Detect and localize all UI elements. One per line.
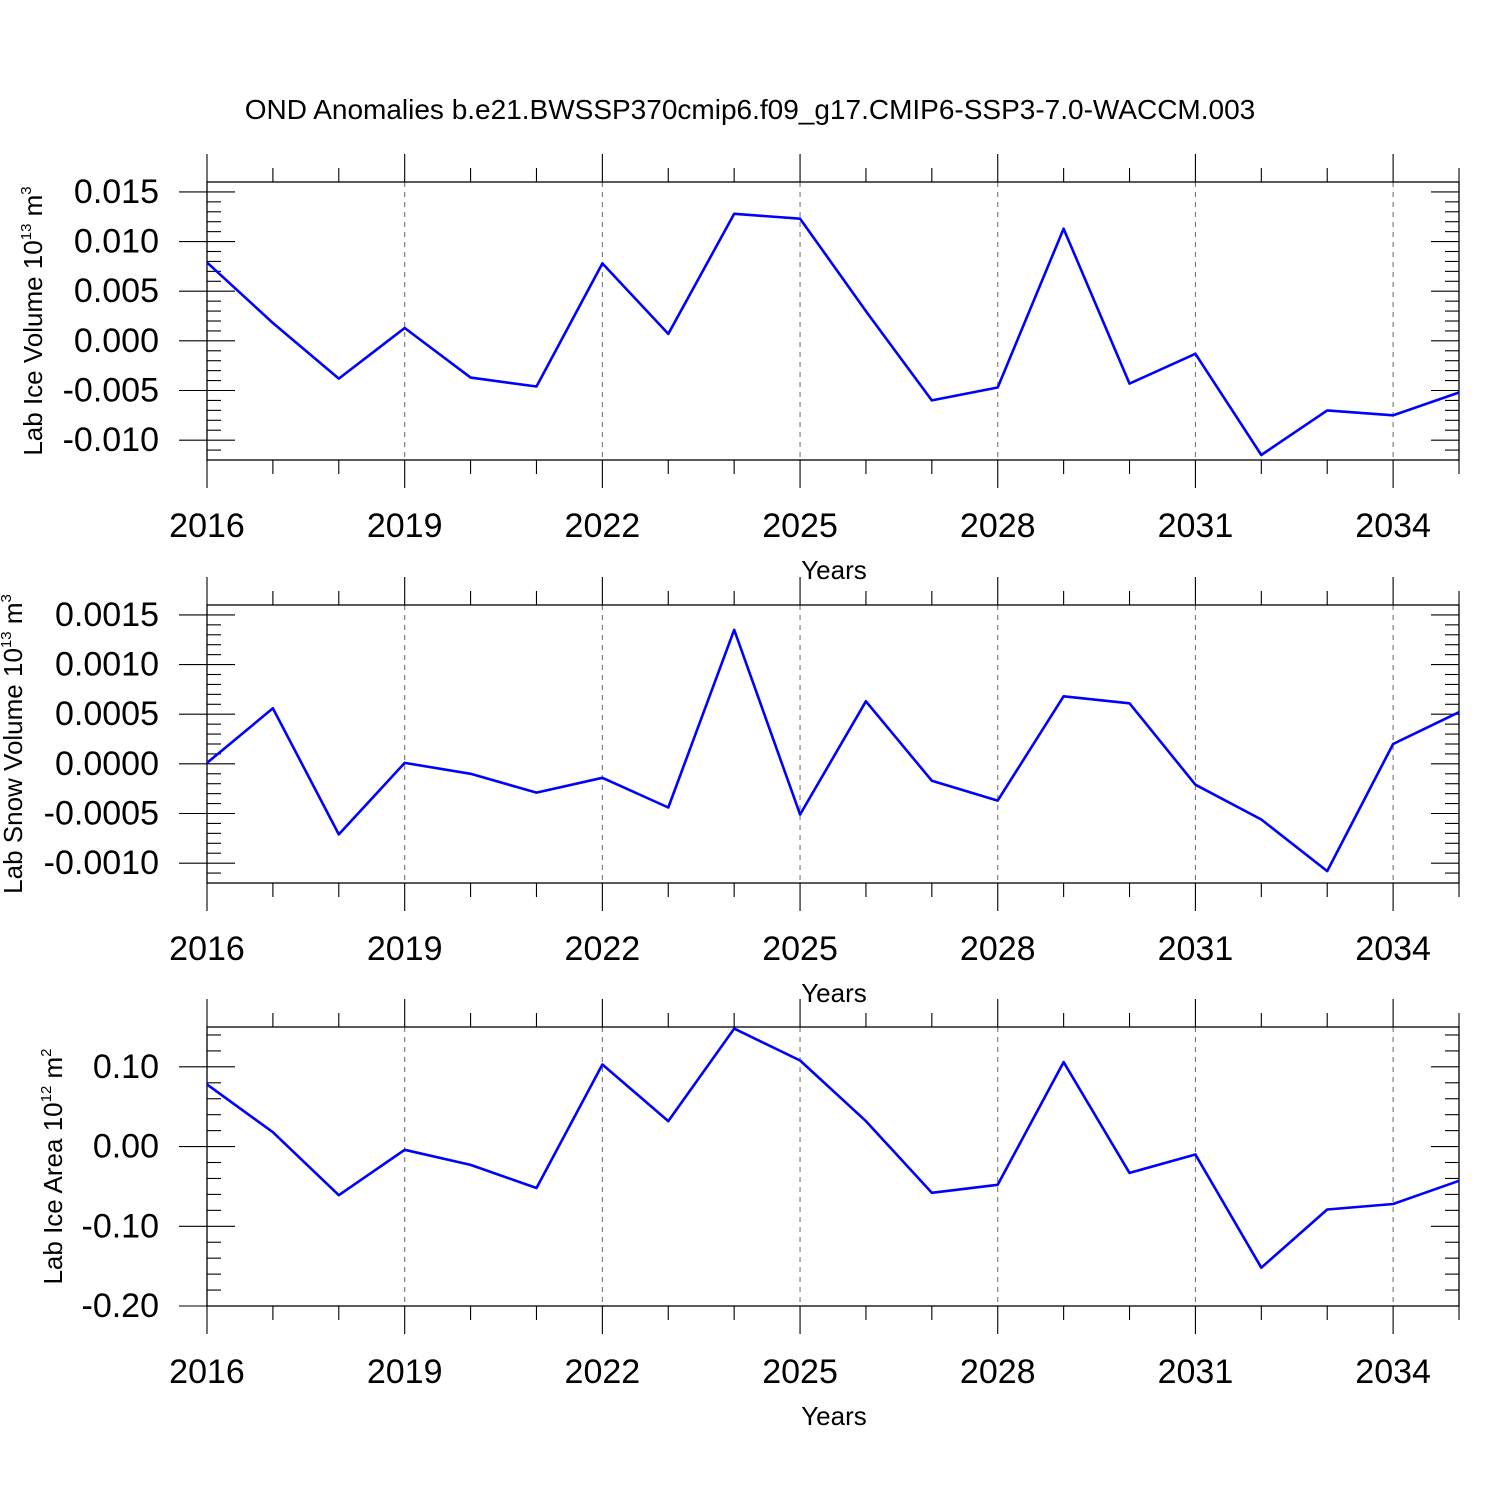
y-tick-label: 0.0000 [55, 745, 159, 783]
y-tick-label: 0.000 [74, 322, 159, 360]
panel-2: 2016 2019 2022 2025 2028 2031 2034 -0.0010 -0.00… [0, 577, 1460, 1008]
series-line [206, 628, 1460, 873]
x-tick-label-2034: 2034 [1355, 507, 1431, 545]
y-tick-label: 0.0005 [55, 695, 159, 733]
x-axis-label: Years [801, 555, 867, 585]
y-tick-label: 0.010 [74, 223, 159, 261]
x-tick-label-2016: 2016 [169, 507, 245, 545]
x-tick-label-2022: 2022 [565, 507, 641, 545]
x-tick-label-2031: 2031 [1158, 930, 1234, 968]
x-tick-label-2034: 2034 [1355, 1353, 1431, 1391]
x-tick-label-2031: 2031 [1158, 507, 1234, 545]
y-tick-label: 0.0010 [55, 646, 159, 684]
x-tick-label-2025: 2025 [762, 1353, 838, 1391]
x-tick-label-2028: 2028 [960, 507, 1036, 545]
y-axis-label: Lab Snow Volume 1013 m3 [0, 594, 28, 894]
x-tick-label-2028: 2028 [960, 1353, 1036, 1391]
plot-frame [206, 1026, 1460, 1307]
y-tick-label: -0.0005 [44, 795, 159, 833]
x-axis-label: Years [801, 1401, 867, 1431]
x-tick-label-2019: 2019 [367, 507, 443, 545]
y-tick-label: 0.00 [93, 1128, 159, 1166]
x-axis-label: Years [801, 978, 867, 1008]
panel-3: 2016 2019 2022 2025 2028 2031 2034 -0.20 -0.10 0.… [38, 999, 1460, 1431]
x-tick-label-2022: 2022 [565, 1353, 641, 1391]
y-axis-label: Lab Ice Area 1012 m2 [38, 1048, 68, 1284]
y-tick-label: 0.005 [74, 272, 159, 310]
x-tick-label-2025: 2025 [762, 930, 838, 968]
y-tick-label: 0.015 [74, 173, 159, 211]
x-tick-label-2028: 2028 [960, 930, 1036, 968]
panel-1: 2016 2019 2022 2025 2028 2031 2034 -0.010 -0.005… [18, 154, 1460, 585]
series-line [206, 212, 1460, 457]
plot-frame [206, 604, 1460, 884]
y-tick-label: -0.0010 [44, 844, 159, 882]
panels: 2016 2019 2022 2025 2028 2031 2034 -0.010 -0.005… [0, 154, 1460, 1431]
x-tick-label-2034: 2034 [1355, 930, 1431, 968]
y-tick-label: -0.10 [82, 1207, 160, 1245]
x-tick-label-2016: 2016 [169, 930, 245, 968]
figure-title: OND Anomalies b.e21.BWSSP370cmip6.f09_g1… [245, 94, 1256, 125]
y-axis-label: Lab Ice Volume 1013 m3 [18, 186, 48, 455]
y-tick-label: 0.0015 [55, 596, 159, 634]
y-tick-label: -0.010 [63, 421, 159, 459]
x-tick-label-2025: 2025 [762, 507, 838, 545]
x-tick-label-2022: 2022 [565, 930, 641, 968]
y-tick-label: -0.005 [63, 372, 159, 410]
x-tick-label-2019: 2019 [367, 930, 443, 968]
y-tick-label: 0.10 [93, 1048, 159, 1086]
y-tick-label: -0.20 [82, 1287, 160, 1325]
x-tick-label-2016: 2016 [169, 1353, 245, 1391]
series-line [206, 1027, 1460, 1269]
plot-frame [206, 181, 1460, 461]
x-tick-label-2031: 2031 [1158, 1353, 1234, 1391]
x-tick-label-2019: 2019 [367, 1353, 443, 1391]
